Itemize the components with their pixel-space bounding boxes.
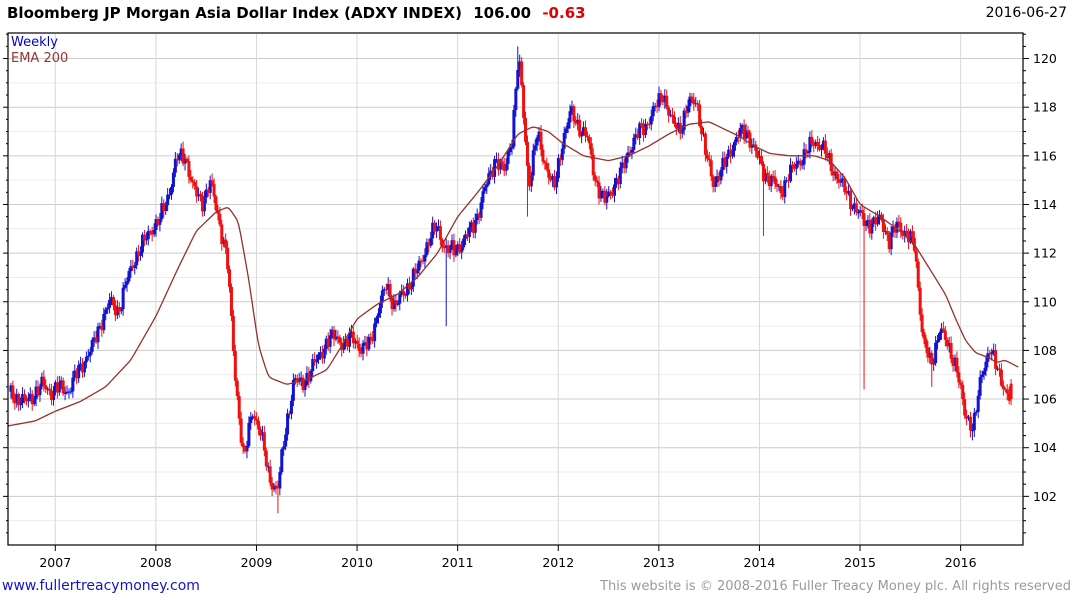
legend-ema: EMA 200 (11, 51, 69, 66)
price-change: -0.63 (542, 4, 586, 22)
x-axis-tick-label: 2014 (744, 555, 776, 570)
y-axis-tick-label: 112 (1033, 246, 1057, 261)
x-axis-tick-label: 2008 (140, 555, 172, 570)
candles-up (9, 46, 1000, 496)
footer-bar: www.fullertreacymoney.com This website i… (0, 574, 1075, 600)
y-axis-tick-label: 120 (1033, 51, 1057, 66)
legend-timeframe: Weekly (11, 35, 58, 50)
chart-header: Bloomberg JP Morgan Asia Dollar Index (A… (7, 4, 1068, 30)
y-axis-tick-label: 106 (1033, 392, 1057, 407)
copyright-text: This website is © 2008-2016 Fuller Treac… (600, 579, 1071, 594)
x-axis-tick-label: 2007 (39, 555, 71, 570)
axis-ticks (3, 33, 1029, 551)
axis-labels: 102 104 106 108 110 112 114 116 118 120 2007 2008 20… (39, 51, 1057, 570)
x-axis-tick-label: 2015 (844, 555, 876, 570)
ema-line (8, 121, 1019, 427)
chart-title: Bloomberg JP Morgan Asia Dollar Index (A… (7, 4, 462, 22)
x-axis-tick-label: 2010 (341, 555, 373, 570)
price-chart-svg: 102 104 106 108 110 112 114 116 118 120 2007 2008 20… (3, 32, 1057, 570)
y-axis-tick-label: 110 (1033, 294, 1057, 309)
x-axis-tick-label: 2012 (542, 555, 574, 570)
x-axis-tick-label: 2016 (945, 555, 977, 570)
y-axis-tick-label: 108 (1033, 343, 1057, 358)
last-price: 106.00 (473, 4, 532, 22)
y-axis-tick-label: 114 (1033, 197, 1057, 212)
plot-border (7, 32, 1024, 546)
x-axis-tick-label: 2013 (643, 555, 675, 570)
chart-date: 2016-06-27 (985, 5, 1067, 21)
y-axis-tick-label: 104 (1033, 440, 1057, 455)
candles-down (11, 57, 1013, 514)
x-axis-tick-label: 2011 (442, 555, 474, 570)
site-link[interactable]: www.fullertreacymoney.com (2, 578, 200, 594)
x-axis-tick-label: 2009 (241, 555, 273, 570)
y-axis-tick-label: 116 (1033, 148, 1057, 163)
y-axis-tick-label: 118 (1033, 100, 1057, 115)
y-axis-tick-label: 102 (1033, 489, 1057, 504)
